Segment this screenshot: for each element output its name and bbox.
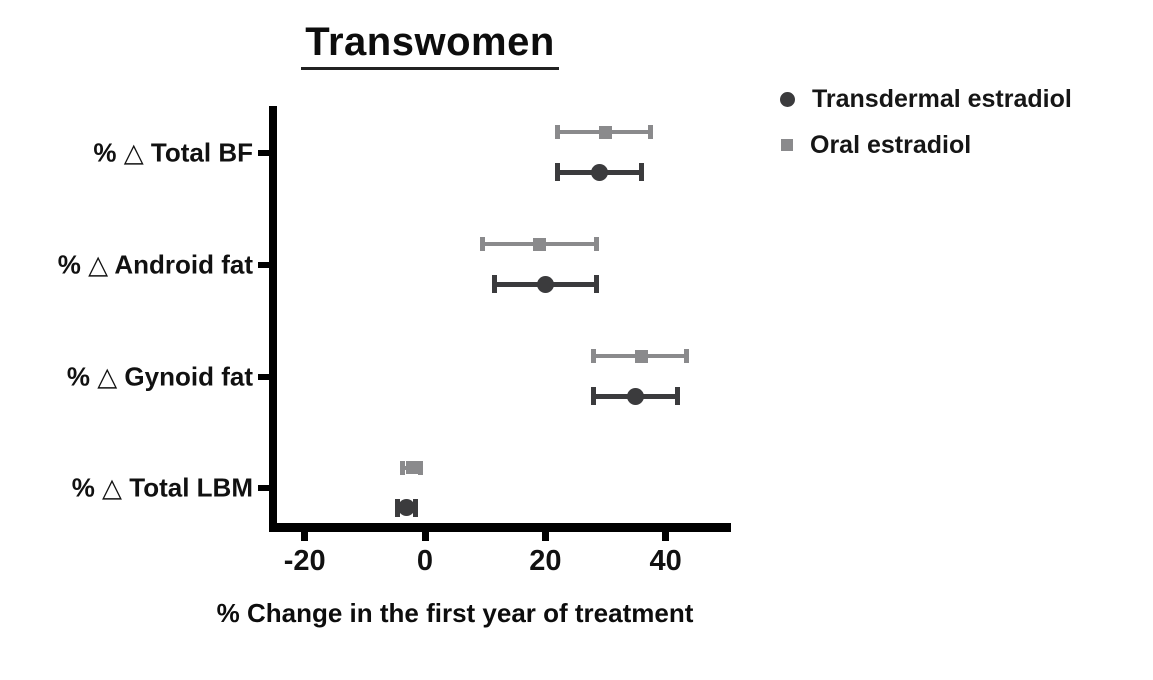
- x-tick-label: -20: [283, 545, 326, 577]
- x-axis-label: % Change in the first year of treatment: [216, 598, 694, 628]
- legend-label: Transdermal estradiol: [812, 84, 1072, 113]
- category-tick: [258, 485, 269, 491]
- data-point-circle: [398, 499, 416, 516]
- x-tick-label: 40: [649, 545, 682, 577]
- category-label: % △ Total BF: [93, 137, 253, 167]
- circle-marker-icon: [780, 91, 795, 107]
- error-bar-cap-left: [479, 237, 485, 251]
- square-marker-icon: [781, 139, 793, 151]
- data-point-circle: [627, 387, 645, 405]
- y-axis-line: [269, 106, 277, 532]
- data-point-circle: [536, 275, 554, 293]
- error-bar-cap-left: [491, 275, 497, 293]
- category-label: % △ Android fat: [57, 249, 253, 279]
- error-bar-cap-right: [684, 349, 690, 363]
- error-bar-cap-left: [554, 125, 560, 139]
- x-tick-label: 20: [529, 545, 562, 577]
- error-bar-cap-left: [590, 349, 596, 363]
- category-tick: [258, 261, 269, 268]
- legend-item-oral: Oral estradiol: [780, 130, 1072, 160]
- x-axis-line: [269, 523, 731, 532]
- data-point-square: [406, 461, 420, 474]
- error-bar-cap-left: [400, 460, 406, 475]
- error-bar-cap-right: [413, 498, 419, 517]
- error-bar-cap-right: [593, 275, 599, 293]
- data-point-circle: [590, 163, 608, 181]
- error-bar-cap-right: [675, 387, 681, 405]
- error-bar-cap-right: [418, 460, 424, 475]
- error-bar-cap-left: [554, 163, 560, 181]
- category-label: % △ Gynoid fat: [66, 361, 253, 391]
- category-tick: [258, 373, 269, 380]
- x-axis-tick: [662, 532, 670, 541]
- error-bar-cap-right: [648, 125, 654, 139]
- category-tick: [258, 149, 269, 156]
- error-bar-cap-right: [593, 237, 599, 251]
- data-point-square: [635, 349, 649, 363]
- chart-title-wrap: Transwomen: [180, 20, 680, 70]
- error-bar-cap-right: [639, 163, 645, 181]
- legend-item-transdermal: Transdermal estradiol: [780, 84, 1072, 114]
- x-axis-label-wrap: % Change in the first year of treatment: [170, 598, 740, 629]
- data-point-square: [599, 125, 612, 139]
- x-tick-label: 0: [416, 545, 434, 577]
- x-axis-tick: [421, 532, 429, 541]
- error-bar-cap-left: [590, 387, 596, 405]
- error-bar-cap-left: [395, 498, 401, 517]
- category-label: % △ Total LBM: [71, 472, 253, 503]
- x-axis-tick: [541, 532, 549, 541]
- x-axis-tick: [301, 532, 309, 541]
- legend-label: Oral estradiol: [810, 130, 972, 159]
- data-point-square: [532, 237, 546, 251]
- legend: Transdermal estradiol Oral estradiol: [780, 84, 1072, 160]
- chart-title: Transwomen: [301, 20, 559, 70]
